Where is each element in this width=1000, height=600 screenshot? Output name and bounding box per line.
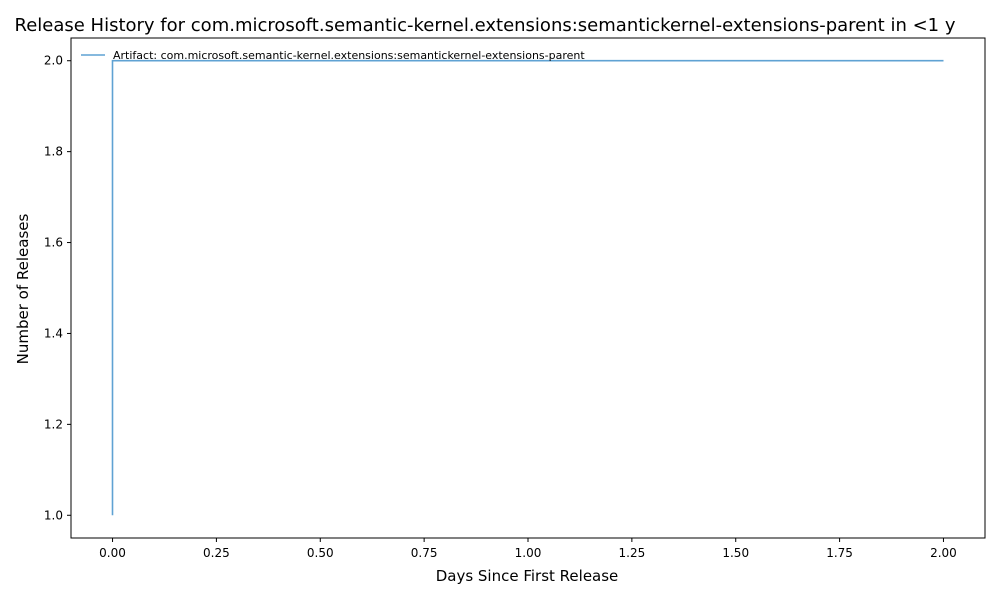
chart-title: Release History for com.microsoft.semant…	[15, 15, 956, 36]
x-tick-label: 0.50	[307, 546, 334, 560]
x-tick-label: 0.75	[411, 546, 438, 560]
legend: Artifact: com.microsoft.semantic-kernel.…	[81, 49, 585, 62]
y-axis-label: Number of Releases	[14, 213, 32, 364]
x-tick-label: 2.00	[930, 546, 957, 560]
x-axis-ticks: 0.00 0.25 0.50 0.75 1.00 1.25 1.50 1.75 2.00	[99, 538, 957, 560]
y-tick-label: 1.0	[44, 508, 63, 522]
x-tick-label: 0.00	[99, 546, 126, 560]
y-tick-label: 1.8	[44, 145, 63, 159]
y-tick-label: 1.4	[44, 326, 63, 340]
series-line	[111, 59, 944, 516]
y-tick-label: 1.6	[44, 236, 63, 250]
x-tick-label: 1.75	[826, 546, 853, 560]
y-tick-label: 2.0	[44, 54, 63, 68]
y-tick-label: 1.2	[44, 417, 63, 431]
x-axis-label: Days Since First Release	[436, 567, 619, 585]
series-layer	[111, 59, 944, 516]
x-tick-label: 0.25	[203, 546, 230, 560]
x-tick-label: 1.25	[619, 546, 646, 560]
x-tick-label: 1.00	[515, 546, 542, 560]
legend-label: Artifact: com.microsoft.semantic-kernel.…	[113, 49, 585, 62]
y-axis-ticks: 1.0 1.2 1.4 1.6 1.8 2.0	[44, 54, 71, 522]
plot-frame	[70, 37, 986, 539]
x-tick-label: 1.50	[722, 546, 749, 560]
